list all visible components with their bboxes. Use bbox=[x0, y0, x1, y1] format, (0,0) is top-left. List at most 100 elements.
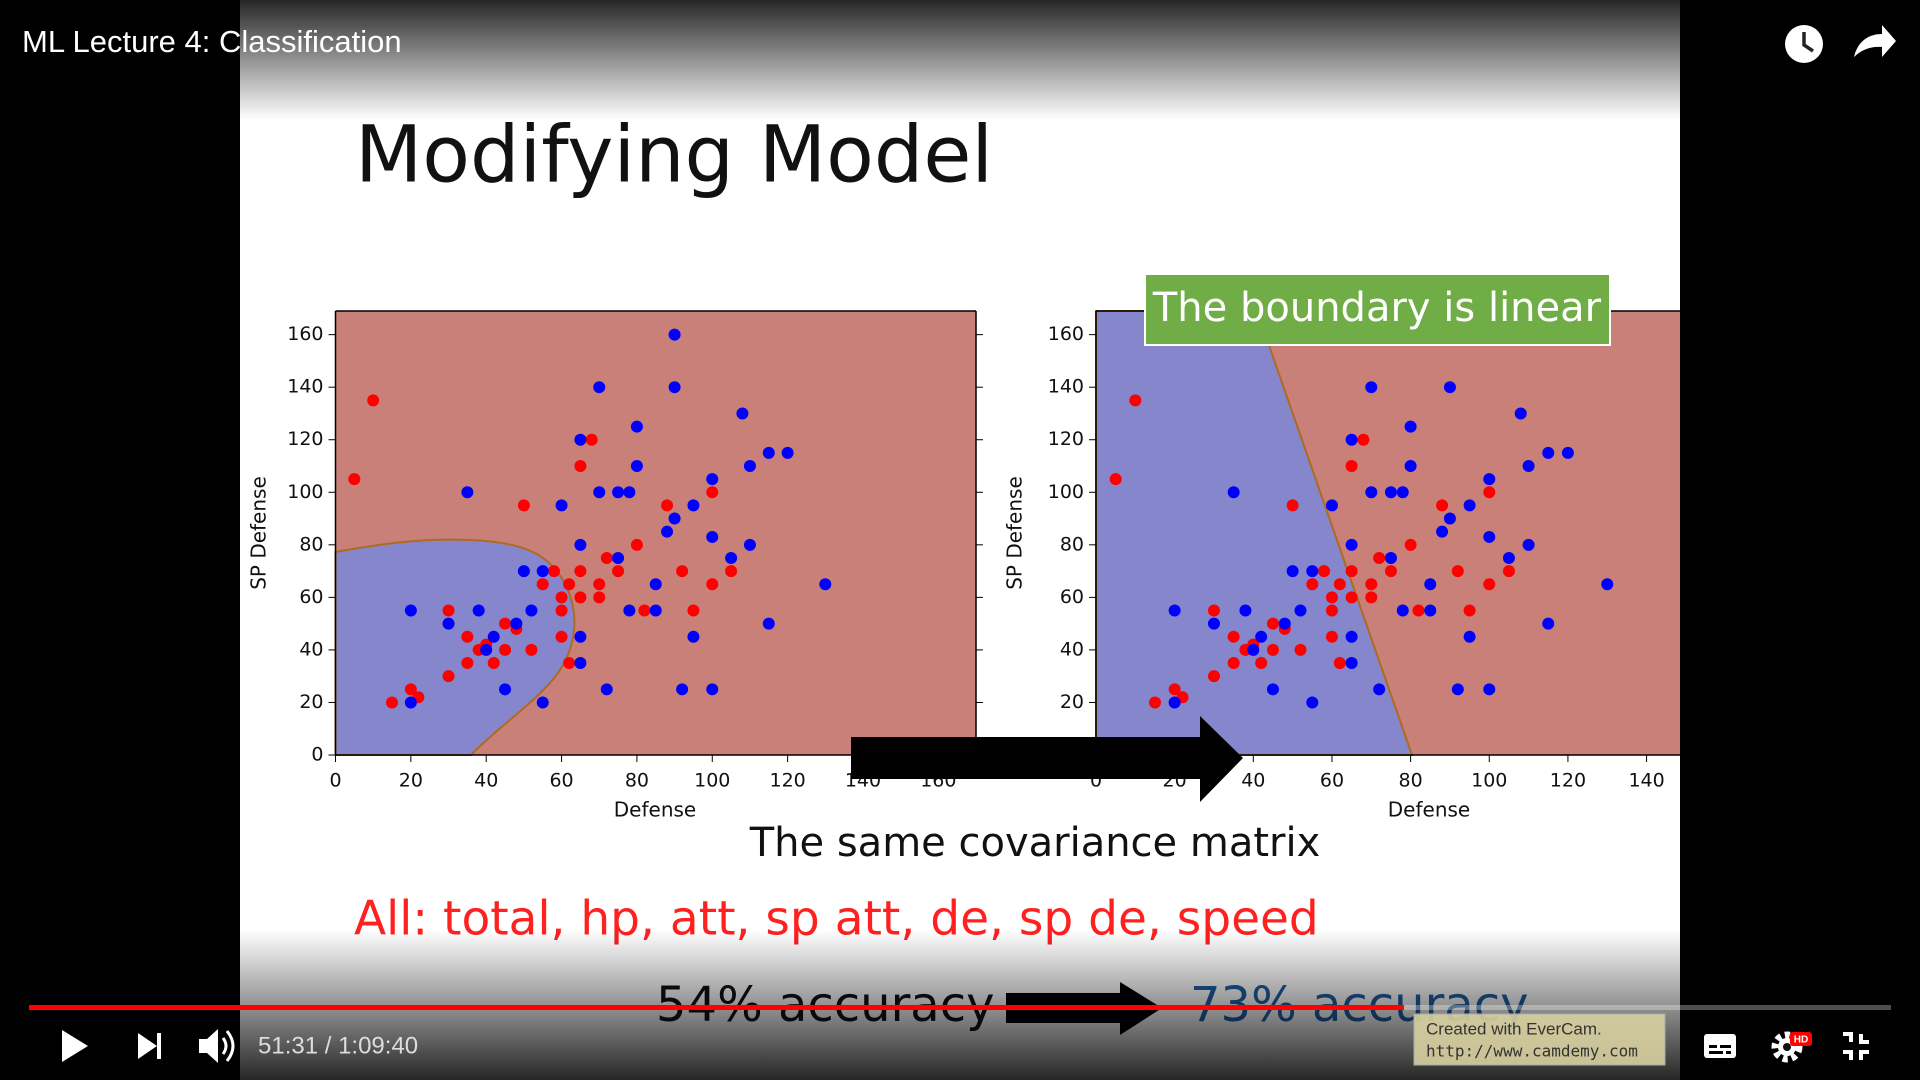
scatter-chart: 0 20 40 60 80 100 120 14020406080100120140160De… bbox=[1003, 310, 1680, 822]
point bbox=[1266, 643, 1279, 656]
y-tick-label: 140 bbox=[1048, 376, 1084, 398]
y-tick-label: 120 bbox=[287, 428, 323, 450]
point bbox=[1227, 657, 1240, 670]
video-title[interactable]: ML Lecture 4: Classification bbox=[22, 24, 402, 59]
point bbox=[612, 551, 625, 564]
point bbox=[1168, 604, 1181, 617]
point bbox=[668, 512, 681, 525]
next-button[interactable] bbox=[138, 1033, 161, 1059]
point bbox=[612, 486, 625, 499]
point bbox=[630, 460, 643, 473]
point bbox=[548, 565, 561, 578]
point bbox=[1129, 394, 1142, 407]
watermark bbox=[1413, 1013, 1666, 1066]
point bbox=[630, 420, 643, 433]
point bbox=[1325, 591, 1338, 604]
watch-later-button[interactable] bbox=[1785, 25, 1823, 63]
point bbox=[1404, 460, 1417, 473]
point bbox=[574, 630, 587, 643]
subtitles-button[interactable] bbox=[1704, 1034, 1736, 1058]
point bbox=[1502, 565, 1515, 578]
point bbox=[1412, 604, 1425, 617]
point bbox=[1365, 486, 1378, 499]
point bbox=[517, 565, 530, 578]
point bbox=[1451, 565, 1464, 578]
point bbox=[574, 657, 587, 670]
x-tick-label: 100 bbox=[1471, 770, 1507, 792]
x-tick-label: 60 bbox=[1320, 770, 1344, 792]
point bbox=[1345, 591, 1358, 604]
x-tick-label: 60 bbox=[549, 770, 573, 792]
point bbox=[593, 591, 606, 604]
point bbox=[525, 604, 538, 617]
point bbox=[525, 643, 538, 656]
point bbox=[1345, 433, 1358, 446]
time-display: 51:31 / 1:09:40 bbox=[258, 1032, 418, 1059]
point bbox=[536, 578, 549, 591]
point bbox=[1325, 604, 1338, 617]
point bbox=[386, 696, 399, 709]
volume-button[interactable] bbox=[199, 1029, 235, 1063]
x-tick-label: 140 bbox=[1628, 770, 1664, 792]
point bbox=[1266, 683, 1279, 696]
point bbox=[1451, 683, 1464, 696]
point bbox=[574, 591, 587, 604]
progress-played[interactable] bbox=[29, 1005, 1404, 1010]
point bbox=[461, 657, 474, 670]
arrow bbox=[851, 716, 1243, 802]
y-tick-label: 100 bbox=[1048, 481, 1084, 503]
point bbox=[1365, 381, 1378, 394]
point bbox=[563, 657, 576, 670]
point bbox=[1483, 486, 1496, 499]
point bbox=[517, 499, 530, 512]
point bbox=[725, 565, 738, 578]
point bbox=[1306, 565, 1319, 578]
point bbox=[555, 630, 568, 643]
x-tick-label: 40 bbox=[474, 770, 498, 792]
point bbox=[499, 683, 512, 696]
point bbox=[1384, 565, 1397, 578]
points bbox=[348, 328, 832, 709]
point bbox=[1345, 630, 1358, 643]
point bbox=[1396, 604, 1409, 617]
point bbox=[706, 486, 719, 499]
point bbox=[442, 617, 455, 630]
point bbox=[668, 381, 681, 394]
point bbox=[461, 630, 474, 643]
point bbox=[1483, 683, 1496, 696]
point bbox=[1514, 407, 1527, 420]
point bbox=[1345, 538, 1358, 551]
point bbox=[1365, 591, 1378, 604]
play-button[interactable] bbox=[62, 1030, 88, 1062]
slide-title: Modifying Model bbox=[355, 110, 993, 200]
point bbox=[600, 683, 613, 696]
point bbox=[442, 604, 455, 617]
point bbox=[348, 473, 361, 486]
point bbox=[1463, 630, 1476, 643]
exit-fullscreen-button[interactable] bbox=[1843, 1032, 1869, 1060]
x-tick-label: 100 bbox=[694, 770, 730, 792]
point bbox=[1601, 578, 1614, 591]
point bbox=[593, 578, 606, 591]
x-tick-label: 120 bbox=[769, 770, 805, 792]
point bbox=[1396, 486, 1409, 499]
point bbox=[819, 578, 832, 591]
callout-text: The boundary is linear bbox=[1152, 285, 1602, 331]
point bbox=[1345, 565, 1358, 578]
point bbox=[593, 486, 606, 499]
watermark-line: http://www.camdemy.com bbox=[1426, 1042, 1638, 1061]
watermark-line: Created with EverCam. bbox=[1426, 1019, 1602, 1038]
point bbox=[1227, 630, 1240, 643]
point bbox=[1266, 617, 1279, 630]
point bbox=[687, 630, 700, 643]
share-button[interactable] bbox=[1854, 25, 1896, 57]
point bbox=[1404, 538, 1417, 551]
point bbox=[1207, 604, 1220, 617]
settings-button[interactable]: HD bbox=[1771, 1031, 1812, 1063]
point bbox=[1522, 538, 1535, 551]
point bbox=[1247, 643, 1260, 656]
point bbox=[367, 394, 380, 407]
point bbox=[1561, 446, 1574, 459]
point bbox=[781, 446, 794, 459]
